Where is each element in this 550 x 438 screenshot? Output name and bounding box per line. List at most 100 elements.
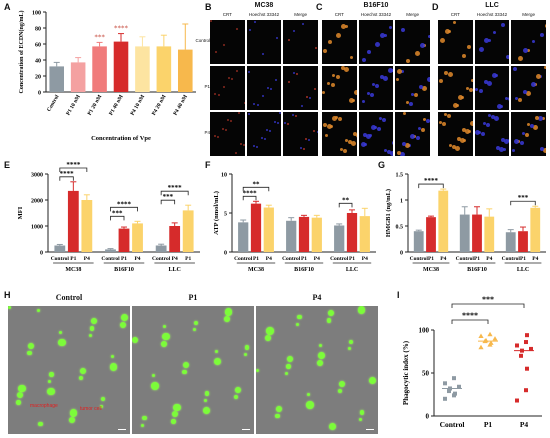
group-label: LLC <box>168 267 180 273</box>
x-tick-label: Control <box>440 420 465 429</box>
x-tick-label: Control <box>282 256 301 262</box>
cell-dot <box>367 49 372 54</box>
panel-letter-a: A <box>4 2 11 12</box>
cell-dot <box>279 112 282 115</box>
cell-dot <box>336 32 342 38</box>
significance-bracket <box>160 199 176 205</box>
fluorescent-cell <box>348 339 354 345</box>
cell-dot <box>487 39 491 43</box>
bar <box>135 46 150 92</box>
cell-dot <box>396 150 401 155</box>
cell-dot <box>366 91 370 95</box>
y-tick-label: 100 <box>32 11 41 17</box>
cell-dot <box>544 24 546 29</box>
group-label: B16F10 <box>114 267 134 273</box>
y-tick-label: 10 <box>221 173 227 179</box>
cell-dot <box>500 23 505 28</box>
cell-dot <box>482 122 486 126</box>
micrograph-tile <box>283 112 318 156</box>
cell-dot <box>383 34 387 38</box>
cell-dot <box>210 20 212 22</box>
annotation-tumor-cell: tumor cell <box>80 406 102 412</box>
y-tick-label: 1.5 <box>396 173 404 179</box>
cell-dot <box>265 128 268 131</box>
fluorescent-cell <box>37 309 41 313</box>
cell-dot <box>418 126 422 130</box>
cell-dot <box>438 121 442 125</box>
fluorescent-cell <box>214 349 218 353</box>
fluorescent-cell <box>68 417 75 424</box>
cell-dot <box>445 28 451 34</box>
fluorescent-cell <box>110 355 114 359</box>
fluorescent-cell <box>69 409 78 417</box>
significance-label: **** <box>462 311 478 320</box>
fluorescent-cell <box>347 347 351 351</box>
fluorescent-cell <box>224 308 233 316</box>
data-point <box>447 389 451 394</box>
significance-bracket <box>59 167 88 172</box>
cell-dot <box>236 27 239 30</box>
cell-dot <box>491 114 496 119</box>
cell-dot <box>314 88 317 91</box>
fluorescent-cell <box>109 363 118 371</box>
cell-dot <box>286 122 289 125</box>
cell-dot <box>326 124 332 130</box>
cell-dot <box>324 133 328 137</box>
x-tick-label: P1 <box>121 256 127 262</box>
cell-dot <box>292 72 295 75</box>
y-tick-label: 3000 <box>31 173 43 179</box>
y-tick-label: 2000 <box>31 199 43 205</box>
cell-dot <box>293 30 296 33</box>
cell-dot <box>512 148 516 152</box>
cell-dot <box>344 139 348 143</box>
significance-label: ** <box>342 196 350 204</box>
fluorescent-cell <box>90 318 97 325</box>
cell-dot <box>227 77 230 80</box>
cell-dot <box>399 151 405 156</box>
micrograph-tile <box>438 66 473 110</box>
photo-column-title: P1 <box>188 293 198 302</box>
cell-dot <box>522 89 527 94</box>
cell-dot <box>274 79 277 82</box>
data-point <box>524 388 528 393</box>
fluorescent-cell <box>8 306 11 309</box>
micrograph-tile <box>511 66 546 110</box>
y-tick-label: 0 <box>224 251 227 257</box>
x-tick-label: Control <box>46 94 61 113</box>
fluorescent-cell <box>192 328 196 332</box>
cell-dot <box>216 136 219 139</box>
micrograph-tile <box>246 66 282 110</box>
significance-label: **** <box>168 184 183 192</box>
column-label: CRT <box>334 12 344 17</box>
cell-dot <box>461 53 466 58</box>
fluorescent-cell <box>202 406 211 415</box>
cell-dot <box>479 46 485 52</box>
x-tick-label: P1 40 nM <box>108 93 125 116</box>
cell-dot <box>487 113 491 117</box>
data-point <box>443 381 447 386</box>
x-tick-label: P4 <box>520 420 529 429</box>
cell-dot <box>353 131 357 136</box>
x-tick-label: P4 <box>486 256 492 262</box>
column-label: CRT <box>450 12 460 17</box>
cell-dot <box>254 20 257 23</box>
cell-dot <box>538 116 544 122</box>
column-label: Hoechst 33342 <box>476 12 508 17</box>
significance-bracket <box>451 303 525 308</box>
column-label: Merge <box>294 12 308 17</box>
cell-dot <box>301 22 304 25</box>
cell-dot <box>446 113 451 118</box>
cell-dot <box>388 25 392 29</box>
x-tick-label: P4 <box>172 256 178 262</box>
fluorescent-cell <box>357 306 366 314</box>
cell-dot <box>243 101 245 104</box>
bar <box>70 62 86 92</box>
cell-dot <box>421 127 426 132</box>
cell-dot <box>335 74 340 79</box>
cell-dot <box>248 71 251 74</box>
cell-dot <box>401 142 406 147</box>
x-tick-label: P4 <box>362 256 368 262</box>
micrograph-tile <box>283 20 318 64</box>
cell-dot <box>535 115 540 120</box>
